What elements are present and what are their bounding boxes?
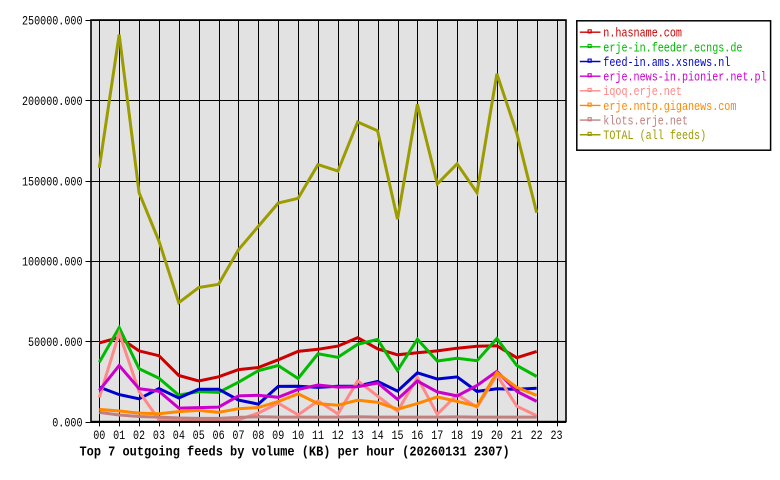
svg-text:14: 14	[372, 429, 384, 444]
svg-text:11: 11	[312, 429, 324, 444]
svg-text:klots.erje.net: klots.erje.net	[603, 114, 688, 129]
svg-text:03: 03	[153, 429, 165, 444]
svg-text:150000.000: 150000.000	[22, 175, 83, 190]
svg-text:erje-in.feeder.ecngs.de: erje-in.feeder.ecngs.de	[603, 41, 742, 56]
svg-text:20: 20	[491, 429, 503, 444]
svg-text:250000.000: 250000.000	[22, 15, 83, 30]
svg-text:10: 10	[292, 429, 304, 444]
svg-text:12: 12	[332, 429, 344, 444]
svg-text:100000.000: 100000.000	[22, 256, 83, 271]
svg-text:09: 09	[272, 429, 284, 444]
svg-text:23: 23	[550, 429, 562, 444]
svg-text:erje.news-in.pionier.net.pl: erje.news-in.pionier.net.pl	[603, 70, 766, 85]
svg-text:erje.nntp.giganews.com: erje.nntp.giganews.com	[603, 100, 736, 115]
svg-text:07: 07	[232, 429, 244, 444]
svg-text:200000.000: 200000.000	[22, 95, 83, 110]
svg-text:16: 16	[411, 429, 423, 444]
svg-text:08: 08	[252, 429, 264, 444]
svg-text:Top 7 outgoing feeds by volume: Top 7 outgoing feeds by volume (KB) per …	[80, 444, 510, 460]
svg-text:18: 18	[451, 429, 463, 444]
svg-text:22: 22	[531, 429, 543, 444]
svg-text:00: 00	[93, 429, 105, 444]
svg-text:iqoq.erje.net: iqoq.erje.net	[603, 85, 682, 100]
svg-text:50000.000: 50000.000	[28, 336, 82, 351]
svg-text:0.000: 0.000	[52, 416, 82, 431]
svg-text:04: 04	[173, 429, 185, 444]
svg-text:13: 13	[352, 429, 364, 444]
svg-text:feed-in.ams.xsnews.nl: feed-in.ams.xsnews.nl	[603, 56, 730, 71]
svg-text:n.hasname.com: n.hasname.com	[603, 27, 682, 42]
svg-text:15: 15	[391, 429, 403, 444]
svg-text:06: 06	[213, 429, 225, 444]
svg-text:21: 21	[511, 429, 523, 444]
svg-text:TOTAL (all feeds): TOTAL (all feeds)	[603, 129, 706, 144]
svg-text:05: 05	[193, 429, 205, 444]
svg-text:02: 02	[133, 429, 145, 444]
svg-text:19: 19	[471, 429, 483, 444]
svg-text:17: 17	[431, 429, 443, 444]
svg-text:01: 01	[113, 429, 125, 444]
